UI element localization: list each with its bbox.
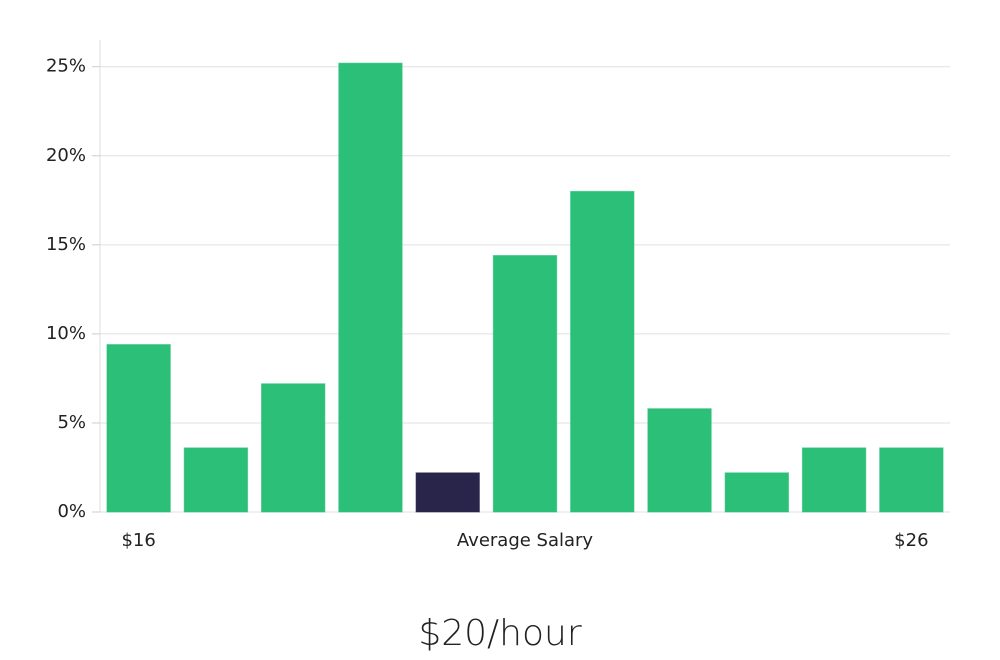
- bar: [801, 447, 867, 513]
- bar: [492, 255, 558, 513]
- y-tick-label: 15%: [46, 234, 86, 255]
- bar: [879, 447, 944, 513]
- x-tick-label: $16: [121, 530, 155, 551]
- bar: [724, 472, 789, 513]
- y-tick-label: 25%: [46, 56, 86, 77]
- y-tick-label: 0%: [57, 501, 86, 522]
- annotation: $20/hour: [418, 613, 582, 654]
- x-tick-label: $26: [894, 530, 928, 551]
- bar: [106, 344, 171, 513]
- bar: [261, 383, 326, 513]
- y-tick-label: 10%: [46, 323, 86, 344]
- y-tick-label: 20%: [46, 145, 86, 166]
- bar: [338, 62, 403, 513]
- bar: [415, 472, 480, 513]
- y-tick-label: 5%: [57, 412, 86, 433]
- bar: [570, 190, 635, 513]
- bar: [647, 408, 712, 513]
- x-tick-label: Average Salary: [457, 530, 594, 551]
- bar: [183, 447, 249, 513]
